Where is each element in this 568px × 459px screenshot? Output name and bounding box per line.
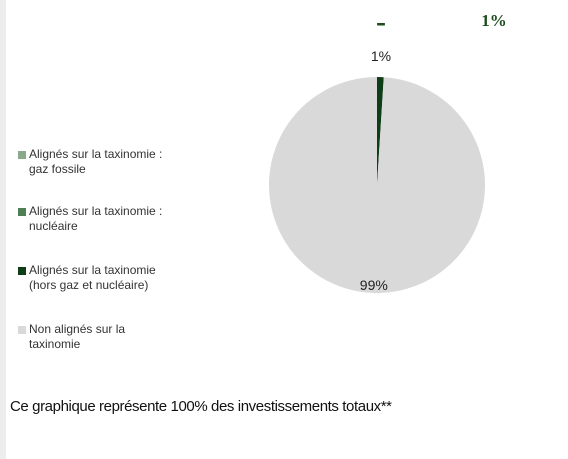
legend-label: Non alignés sur la taxinomie [29,322,126,351]
legend-swatch [18,267,26,275]
data-label: 99% [360,277,388,293]
legend-label: Alignés sur la taxinomie (hors gaz et nu… [29,263,156,292]
legend-label: Alignés sur la taxinomie : gaz fossile [29,147,163,176]
footnote: Ce graphique représente 100% des investi… [10,398,392,415]
data-label: 1% [371,48,391,64]
side-strip [0,0,6,459]
legend-swatch [18,151,26,159]
legend-entry: Alignés sur la taxinomie : gaz fossile [18,147,162,177]
legend-swatch [18,326,26,334]
annotation: 1% [481,11,507,30]
pie-slice [377,77,384,185]
legend-entry: Alignés sur la taxinomie (hors gaz et nu… [18,263,156,293]
pie-slice [269,77,486,293]
legend-entry: Alignés sur la taxinomie : nucléaire [18,204,162,234]
legend-swatch [18,208,26,216]
legend-entry: Non alignés sur la taxinomie [18,322,125,352]
legend-label: Alignés sur la taxinomie : nucléaire [29,204,163,233]
annotation: - [376,5,386,38]
